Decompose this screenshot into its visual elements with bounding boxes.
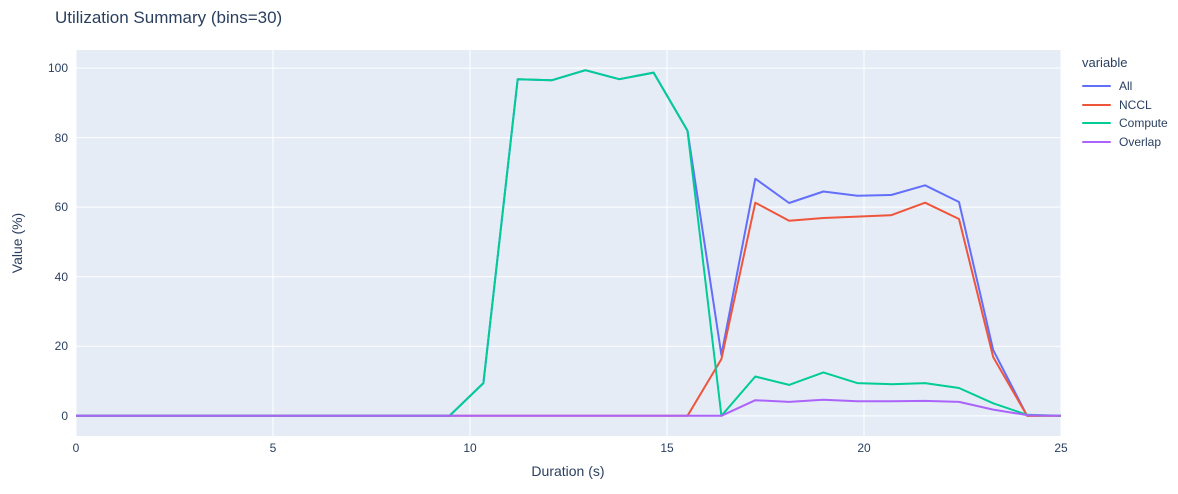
x-tick-label: 10 bbox=[463, 441, 477, 455]
x-tick-label: 0 bbox=[72, 441, 80, 455]
legend-item-label: Compute bbox=[1119, 116, 1168, 131]
y-tick-label: 60 bbox=[54, 200, 68, 215]
x-tick-label: 20 bbox=[857, 441, 871, 455]
gridlines bbox=[76, 50, 1061, 436]
series-line-all bbox=[76, 69, 1061, 417]
x-axis-title: Duration (s) bbox=[531, 463, 605, 479]
series-line-overlap bbox=[76, 398, 1061, 417]
legend-title: variable bbox=[1082, 55, 1128, 70]
y-axis-title: Value (%) bbox=[9, 212, 25, 274]
y-tick-label: 40 bbox=[54, 269, 68, 284]
legend-item-label: NCCL bbox=[1119, 97, 1152, 112]
legend-items: All NCCL Compute Overlap bbox=[1082, 77, 1168, 151]
y-tick-label: 0 bbox=[61, 408, 68, 423]
legend-item-overlap[interactable]: Overlap bbox=[1082, 133, 1168, 152]
series-line-compute bbox=[76, 69, 1061, 417]
plot-canvas bbox=[76, 50, 1061, 436]
y-tick-label: 20 bbox=[54, 339, 68, 354]
legend-item-label: All bbox=[1119, 79, 1133, 94]
y-tick-label: 100 bbox=[47, 61, 68, 76]
legend-item-label: Overlap bbox=[1119, 134, 1162, 149]
legend-item-compute[interactable]: Compute bbox=[1082, 114, 1168, 133]
x-tick-label: 5 bbox=[269, 441, 277, 455]
legend-item-all[interactable]: All bbox=[1082, 77, 1168, 96]
legend-swatch bbox=[1082, 122, 1111, 125]
legend: variable All NCCL Compute Overlap bbox=[1082, 55, 1168, 151]
legend-item-nccl[interactable]: NCCL bbox=[1082, 96, 1168, 115]
legend-swatch bbox=[1082, 85, 1111, 88]
x-tick-label: 15 bbox=[660, 441, 674, 455]
legend-swatch bbox=[1082, 103, 1111, 106]
chart-title: Utilization Summary (bins=30) bbox=[55, 8, 283, 27]
x-tick-label: 25 bbox=[1054, 441, 1068, 455]
plot-area[interactable] bbox=[76, 50, 1061, 436]
legend-swatch bbox=[1082, 140, 1111, 143]
y-tick-label: 80 bbox=[54, 130, 68, 145]
